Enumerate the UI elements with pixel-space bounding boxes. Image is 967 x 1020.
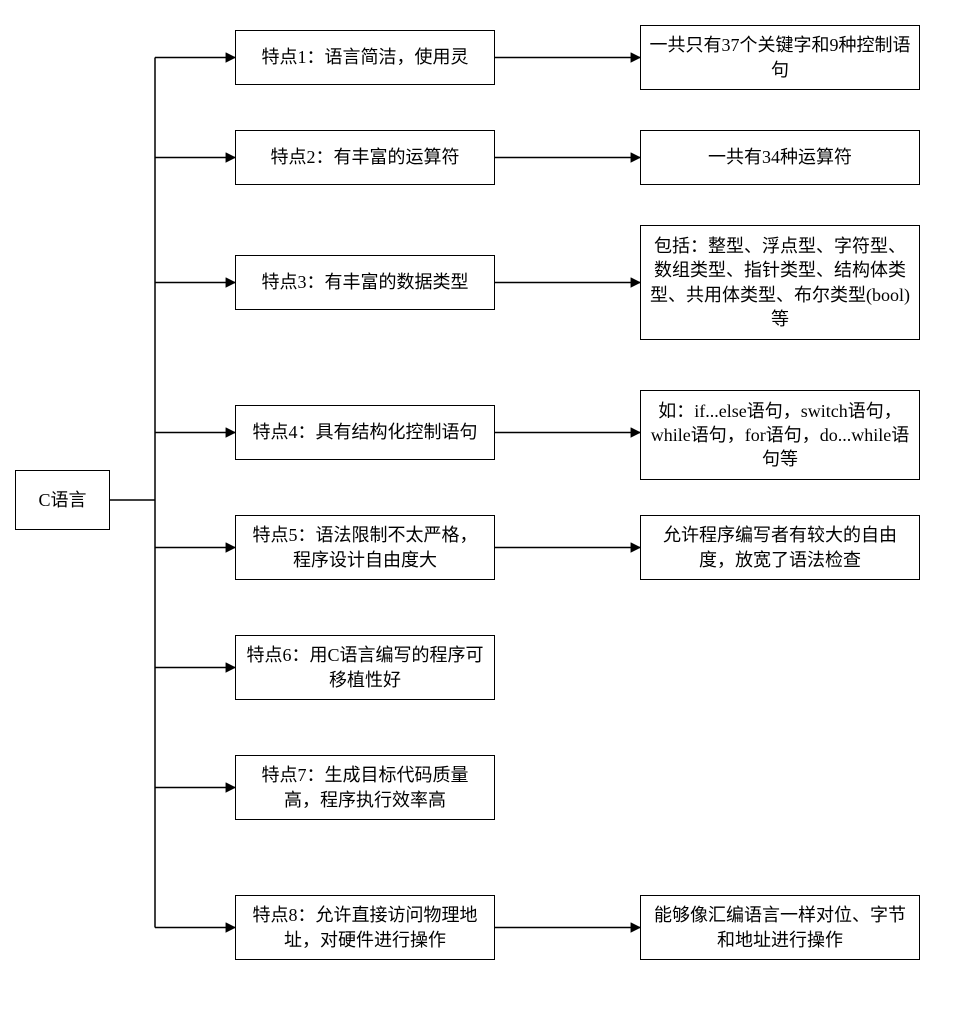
root-node-label: C语言 (38, 488, 86, 512)
feature-node-4: 特点4：具有结构化控制语句 (235, 405, 495, 460)
feature-node-7: 特点7：生成目标代码质量高，程序执行效率高 (235, 755, 495, 820)
root-node: C语言 (15, 470, 110, 530)
detail-node-8: 能够像汇编语言一样对位、字节和地址进行操作 (640, 895, 920, 960)
detail-node-5: 允许程序编写者有较大的自由度，放宽了语法检查 (640, 515, 920, 580)
feature-node-1-label: 特点1：语言简洁，使用灵 (262, 45, 469, 69)
feature-node-4-label: 特点4：具有结构化控制语句 (253, 420, 478, 444)
detail-node-3-label: 包括：整型、浮点型、字符型、数组类型、指针类型、结构体类型、共用体类型、布尔类型… (649, 234, 911, 331)
detail-node-4: 如：if...else语句，switch语句，while语句，for语句，do.… (640, 390, 920, 480)
feature-node-3-label: 特点3：有丰富的数据类型 (262, 270, 469, 294)
feature-node-7-label: 特点7：生成目标代码质量高，程序执行效率高 (244, 763, 486, 812)
feature-node-2-label: 特点2：有丰富的运算符 (271, 145, 460, 169)
detail-node-5-label: 允许程序编写者有较大的自由度，放宽了语法检查 (649, 523, 911, 572)
detail-node-1-label: 一共只有37个关键字和9种控制语句 (649, 33, 911, 82)
feature-node-3: 特点3：有丰富的数据类型 (235, 255, 495, 310)
feature-node-8: 特点8：允许直接访问物理地址，对硬件进行操作 (235, 895, 495, 960)
detail-node-1: 一共只有37个关键字和9种控制语句 (640, 25, 920, 90)
feature-node-2: 特点2：有丰富的运算符 (235, 130, 495, 185)
detail-node-4-label: 如：if...else语句，switch语句，while语句，for语句，do.… (649, 399, 911, 472)
detail-node-2: 一共有34种运算符 (640, 130, 920, 185)
feature-node-6: 特点6：用C语言编写的程序可移植性好 (235, 635, 495, 700)
feature-node-8-label: 特点8：允许直接访问物理地址，对硬件进行操作 (244, 903, 486, 952)
feature-node-5: 特点5：语法限制不太严格，程序设计自由度大 (235, 515, 495, 580)
detail-node-2-label: 一共有34种运算符 (708, 145, 852, 169)
detail-node-8-label: 能够像汇编语言一样对位、字节和地址进行操作 (649, 903, 911, 952)
feature-node-1: 特点1：语言简洁，使用灵 (235, 30, 495, 85)
feature-node-6-label: 特点6：用C语言编写的程序可移植性好 (244, 643, 486, 692)
feature-node-5-label: 特点5：语法限制不太严格，程序设计自由度大 (244, 523, 486, 572)
detail-node-3: 包括：整型、浮点型、字符型、数组类型、指针类型、结构体类型、共用体类型、布尔类型… (640, 225, 920, 340)
